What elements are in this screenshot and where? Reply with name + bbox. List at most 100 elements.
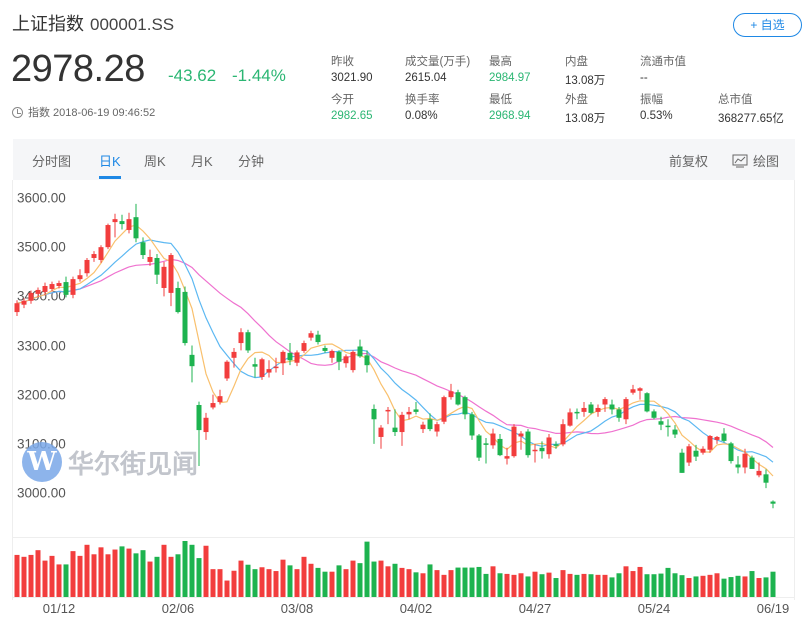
candle[interactable] [679, 452, 685, 473]
candle[interactable] [371, 408, 377, 420]
candle[interactable] [140, 242, 146, 256]
candle[interactable] [441, 397, 447, 422]
candle[interactable] [196, 405, 202, 431]
tab-weekly-k[interactable]: 周K [144, 154, 166, 169]
candle[interactable] [21, 300, 27, 305]
candle[interactable] [308, 333, 314, 338]
candle[interactable] [651, 411, 657, 418]
candle[interactable] [238, 332, 244, 344]
candle[interactable] [588, 404, 594, 413]
candle[interactable] [455, 392, 461, 405]
candle[interactable] [14, 303, 20, 313]
candle[interactable] [553, 444, 559, 446]
candle[interactable] [175, 287, 181, 313]
draw-button[interactable]: 绘图 [732, 151, 779, 170]
candle[interactable] [259, 359, 265, 377]
candle[interactable] [49, 284, 55, 289]
candle[interactable] [189, 354, 195, 367]
tab-intraday[interactable]: 分时图 [32, 154, 72, 169]
candle[interactable] [434, 424, 440, 432]
candle[interactable] [539, 447, 545, 452]
candle[interactable] [42, 286, 48, 292]
adjust-dropdown[interactable]: 前复权 [669, 154, 709, 169]
candle[interactable] [350, 351, 356, 371]
candle[interactable] [56, 283, 62, 287]
candle[interactable] [525, 431, 531, 456]
candle[interactable] [581, 407, 587, 412]
candle[interactable] [35, 289, 41, 294]
candle[interactable] [77, 275, 83, 280]
candle[interactable] [315, 334, 321, 343]
candle[interactable] [378, 427, 384, 437]
candle[interactable] [133, 217, 139, 239]
candle[interactable] [280, 351, 286, 364]
candle[interactable] [483, 443, 489, 445]
candle[interactable] [763, 474, 769, 483]
candle[interactable] [224, 361, 230, 379]
candle[interactable] [707, 435, 713, 450]
candle[interactable] [210, 403, 216, 408]
candle[interactable] [182, 291, 188, 344]
candle[interactable] [637, 388, 643, 391]
candle[interactable] [70, 279, 76, 295]
candle[interactable] [602, 399, 608, 405]
candle[interactable] [301, 343, 307, 351]
candle[interactable] [546, 437, 552, 455]
candle[interactable] [560, 424, 566, 445]
candle[interactable] [497, 438, 503, 456]
candle[interactable] [567, 412, 573, 426]
candle[interactable] [630, 389, 636, 393]
candle[interactable] [245, 332, 251, 351]
tab-minute[interactable]: 分钟 [238, 154, 265, 169]
candle[interactable] [336, 351, 342, 362]
candle[interactable] [294, 352, 300, 363]
candle[interactable] [28, 292, 34, 301]
candle[interactable] [595, 407, 601, 412]
candle[interactable] [693, 450, 699, 457]
candle[interactable] [721, 433, 727, 441]
candle[interactable] [462, 397, 468, 415]
candle[interactable] [658, 421, 664, 425]
candle[interactable] [329, 350, 335, 358]
candle[interactable] [518, 433, 524, 437]
candle[interactable] [252, 364, 258, 367]
candle[interactable] [343, 356, 349, 364]
candle[interactable] [609, 404, 615, 410]
candle[interactable] [357, 346, 363, 357]
candle[interactable] [406, 411, 412, 415]
candle[interactable] [84, 259, 90, 274]
candle[interactable] [665, 425, 671, 428]
add-favorite-button[interactable]: + 自选 [733, 13, 802, 37]
candle[interactable] [217, 396, 223, 403]
candle[interactable] [427, 419, 433, 430]
candle[interactable] [147, 257, 153, 262]
candle[interactable] [112, 219, 118, 223]
candle[interactable] [91, 254, 97, 258]
candle[interactable] [532, 449, 538, 452]
tab-monthly-k[interactable]: 月K [191, 154, 213, 169]
candle[interactable] [273, 366, 279, 369]
candle[interactable] [714, 436, 720, 440]
candle[interactable] [686, 446, 692, 463]
candle[interactable] [266, 369, 272, 373]
tab-daily-k[interactable]: 日K [99, 151, 121, 179]
candle[interactable] [644, 393, 650, 412]
candle[interactable] [98, 247, 104, 260]
candle[interactable] [399, 414, 405, 433]
candle[interactable] [742, 453, 748, 468]
candle[interactable] [700, 448, 706, 453]
candle[interactable] [161, 266, 167, 288]
candle[interactable] [756, 470, 762, 476]
candle[interactable] [504, 456, 510, 459]
candle[interactable] [476, 435, 482, 458]
candle[interactable] [749, 457, 755, 469]
candle[interactable] [105, 225, 111, 248]
candle[interactable] [413, 409, 419, 412]
candle[interactable] [154, 257, 160, 275]
candle[interactable] [469, 414, 475, 436]
candle[interactable] [126, 219, 132, 230]
candle[interactable] [511, 426, 517, 457]
candle[interactable] [119, 221, 125, 225]
candle[interactable] [364, 355, 370, 366]
candle[interactable] [385, 409, 391, 412]
